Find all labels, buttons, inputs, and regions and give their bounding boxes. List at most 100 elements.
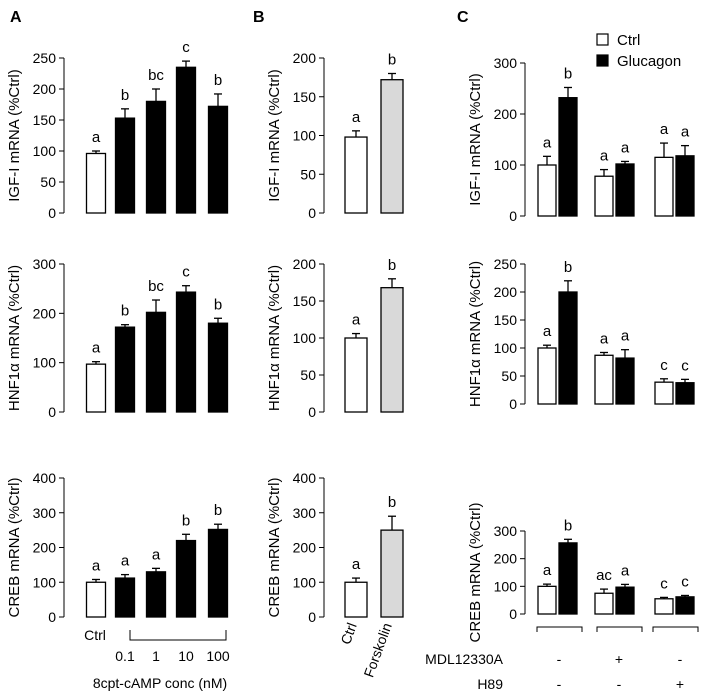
y-axis-title: HNF1α mRNA (%Ctrl) bbox=[467, 261, 484, 407]
bar bbox=[675, 382, 695, 405]
y-tick-label: 400 bbox=[293, 470, 317, 486]
significance-letter: a bbox=[621, 139, 630, 156]
y-tick-label: 50 bbox=[300, 166, 316, 182]
bar bbox=[537, 347, 557, 405]
y-tick-label: 0 bbox=[48, 205, 56, 221]
significance-letter: a bbox=[92, 129, 101, 146]
significance-letter: a bbox=[600, 148, 609, 165]
bar bbox=[85, 363, 107, 413]
bar bbox=[344, 581, 368, 618]
treatment-mark: - bbox=[557, 651, 562, 667]
dose-bracket bbox=[129, 630, 227, 641]
significance-letter: c bbox=[660, 357, 668, 374]
significance-letter: b bbox=[388, 494, 396, 511]
y-tick-label: 200 bbox=[293, 50, 317, 66]
bar bbox=[558, 97, 578, 217]
significance-letter: a bbox=[660, 121, 669, 138]
bar bbox=[207, 528, 229, 618]
significance-letter: b bbox=[121, 303, 129, 320]
y-tick-label: 200 bbox=[494, 551, 518, 567]
y-tick-label: 0 bbox=[509, 396, 517, 412]
chart-a-creb: 0 100 200 300 400 CREB mRNA (%Ctrl) a a a b b bbox=[6, 470, 229, 625]
bar bbox=[114, 577, 136, 618]
y-tick-label: 50 bbox=[40, 174, 56, 190]
bar bbox=[145, 311, 167, 413]
significance-letter: b bbox=[214, 296, 222, 313]
y-tick-label: 0 bbox=[48, 609, 56, 625]
significance-letter: b bbox=[388, 52, 396, 69]
significance-letter: a bbox=[600, 330, 609, 347]
legend-swatch-glucagon bbox=[596, 54, 609, 67]
significance-letter: c bbox=[182, 39, 190, 56]
treatment-mark: - bbox=[678, 651, 683, 667]
treatment-label-mdl12330a: MDL12330A bbox=[425, 651, 503, 667]
bar bbox=[654, 598, 674, 615]
significance-letter: b bbox=[121, 87, 129, 104]
bar bbox=[207, 105, 229, 214]
bar bbox=[594, 592, 614, 615]
y-tick-label: 400 bbox=[33, 470, 57, 486]
significance-letter: a bbox=[352, 312, 361, 329]
bar bbox=[615, 357, 635, 405]
bar bbox=[380, 287, 404, 413]
treatment-mark: + bbox=[615, 651, 623, 667]
bar bbox=[537, 164, 557, 217]
legend-label-glucagon: Glucagon bbox=[617, 53, 681, 70]
y-tick-label: 200 bbox=[33, 81, 57, 97]
y-tick-label: 50 bbox=[300, 367, 316, 383]
y-tick-label: 100 bbox=[494, 578, 518, 594]
bar bbox=[175, 539, 197, 618]
y-tick-label: 150 bbox=[293, 293, 317, 309]
group-bracket bbox=[652, 626, 699, 632]
bar bbox=[145, 571, 167, 618]
y-tick-label: 100 bbox=[293, 574, 317, 590]
y-tick-label: 100 bbox=[33, 143, 57, 159]
y-tick-label: 0 bbox=[308, 205, 316, 221]
y-tick-label: 150 bbox=[494, 312, 518, 328]
y-tick-label: 300 bbox=[494, 523, 518, 539]
bar bbox=[558, 291, 578, 405]
significance-letter: b bbox=[564, 517, 572, 534]
y-tick-label: 0 bbox=[308, 404, 316, 420]
bar bbox=[344, 337, 368, 413]
y-tick-label: 50 bbox=[501, 368, 517, 384]
panel-letter-b: B bbox=[253, 9, 265, 26]
y-tick-label: 100 bbox=[293, 330, 317, 346]
significance-letter: c bbox=[660, 575, 668, 592]
y-tick-label: 200 bbox=[33, 540, 57, 556]
significance-letter: b bbox=[564, 65, 572, 82]
y-tick-label: 100 bbox=[33, 355, 57, 371]
significance-letter: bc bbox=[148, 67, 164, 84]
y-tick-label: 100 bbox=[494, 157, 518, 173]
significance-letter: a bbox=[92, 340, 101, 357]
y-tick-label: 300 bbox=[33, 256, 57, 272]
bar bbox=[654, 381, 674, 405]
x-tick-label: 1 bbox=[152, 648, 160, 664]
treatment-mark: - bbox=[557, 676, 562, 692]
significance-letter: bc bbox=[148, 278, 164, 295]
significance-letter: b bbox=[182, 512, 190, 529]
significance-letter: ac bbox=[596, 567, 612, 584]
significance-letter: a bbox=[543, 562, 552, 579]
panel-letter-a: A bbox=[10, 9, 22, 26]
x-axis-title: 8cpt-cAMP conc (nM) bbox=[93, 675, 227, 691]
chart-a-hnf: 0 100 200 300 HNF1α mRNA (%Ctrl) a b bc c b bbox=[6, 256, 229, 420]
y-tick-label: 100 bbox=[494, 340, 518, 356]
x-tick-label: Ctrl bbox=[84, 627, 106, 643]
y-tick-label: 300 bbox=[293, 505, 317, 521]
bar bbox=[558, 542, 578, 615]
bar bbox=[380, 79, 404, 214]
y-axis-title: CREB mRNA (%Ctrl) bbox=[6, 477, 23, 617]
bar bbox=[175, 291, 197, 413]
y-tick-label: 300 bbox=[33, 505, 57, 521]
y-axis-title: CREB mRNA (%Ctrl) bbox=[266, 477, 283, 617]
y-axis-title: HNF1α mRNA (%Ctrl) bbox=[6, 265, 23, 411]
treatment-mark: + bbox=[676, 676, 684, 692]
bar bbox=[145, 100, 167, 214]
x-tick-label: Ctrl bbox=[337, 621, 359, 647]
y-tick-label: 200 bbox=[293, 256, 317, 272]
bar bbox=[594, 354, 614, 405]
significance-letter: b bbox=[388, 257, 396, 274]
